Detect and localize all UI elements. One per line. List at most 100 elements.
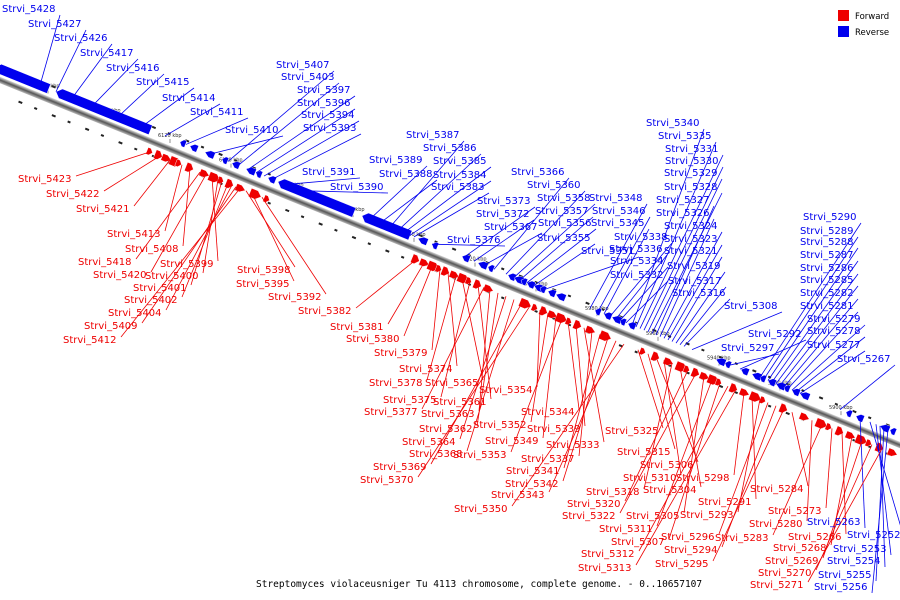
gene-label[interactable]: Strvi_5283 <box>715 533 769 544</box>
gene-label[interactable]: Strvi_5326 <box>656 208 710 219</box>
gene-label[interactable]: Strvi_5330 <box>665 156 719 167</box>
gene-label[interactable]: Strvi_5329 <box>664 168 718 179</box>
gene-label[interactable]: Strvi_5356 <box>538 218 592 229</box>
gene-label[interactable]: Strvi_5293 <box>680 510 734 521</box>
gene-label[interactable]: Strvi_5281 <box>800 301 854 312</box>
gene-forward[interactable] <box>248 187 263 201</box>
gene-label[interactable]: Strvi_5363 <box>421 409 475 420</box>
gene-label[interactable]: Strvi_5304 <box>643 485 697 496</box>
gene-reverse[interactable] <box>799 390 811 401</box>
gene-label[interactable]: Strvi_5253 <box>833 544 887 555</box>
gene-label[interactable]: Strvi_5403 <box>281 72 335 83</box>
gene-reverse[interactable] <box>477 260 489 271</box>
gene-label[interactable]: Strvi_5388 <box>379 169 433 180</box>
gene-label[interactable]: Strvi_5311 <box>599 524 653 535</box>
gene-label[interactable]: Strvi_5415 <box>136 77 190 88</box>
gene-label[interactable]: Strvi_5296 <box>661 532 715 543</box>
gene-forward[interactable] <box>824 422 833 432</box>
gene-label[interactable]: Strvi_5366 <box>511 167 565 178</box>
gene-label[interactable]: Strvi_5295 <box>655 559 709 570</box>
gene-label[interactable]: Strvi_5391 <box>302 167 356 178</box>
gene-label[interactable]: Strvi_5389 <box>369 155 423 166</box>
gene-label[interactable]: Strvi_5357 <box>535 206 589 217</box>
gene-label[interactable]: Strvi_5305 <box>626 511 680 522</box>
gene-label[interactable]: Strvi_5417 <box>80 48 134 59</box>
gene-label[interactable]: Strvi_5358 <box>537 193 591 204</box>
gene-label[interactable]: Strvi_5286 <box>800 263 854 274</box>
gene-reverse[interactable] <box>54 87 153 135</box>
gene-label[interactable]: Strvi_5298 <box>676 473 730 484</box>
gene-label[interactable]: Strvi_5291 <box>698 497 752 508</box>
gene-label[interactable]: Strvi_5316 <box>672 288 726 299</box>
gene-label[interactable]: Strvi_5270 <box>758 568 812 579</box>
gene-label[interactable]: Strvi_5325 <box>605 426 659 437</box>
gene-reverse[interactable] <box>555 291 567 302</box>
gene-label[interactable]: Strvi_5410 <box>225 125 279 136</box>
gene-forward[interactable] <box>160 153 173 163</box>
gene-label[interactable]: Strvi_5369 <box>373 462 427 473</box>
gene-label[interactable]: Strvi_5428 <box>2 4 56 15</box>
gene-reverse[interactable] <box>221 156 230 165</box>
gene-reverse[interactable] <box>627 320 637 331</box>
gene-label[interactable]: Strvi_5334 <box>610 256 664 267</box>
gene-label[interactable]: Strvi_5416 <box>106 63 160 74</box>
gene-label[interactable]: Strvi_5353 <box>453 450 507 461</box>
gene-label[interactable]: Strvi_5368 <box>409 449 463 460</box>
gene-label[interactable]: Strvi_5420 <box>93 270 147 281</box>
gene-label[interactable]: Strvi_5292 <box>748 329 802 340</box>
gene-label[interactable]: Strvi_5409 <box>84 321 138 332</box>
gene-reverse[interactable] <box>417 235 429 246</box>
gene-label[interactable]: Strvi_5348 <box>589 193 643 204</box>
gene-label[interactable]: Strvi_5323 <box>664 234 718 245</box>
gene-label[interactable]: Strvi_5306 <box>640 460 694 471</box>
gene-reverse[interactable] <box>276 177 357 218</box>
gene-label[interactable]: Strvi_5313 <box>578 563 632 574</box>
gene-label[interactable]: Strvi_5355 <box>537 233 591 244</box>
gene-forward[interactable] <box>572 319 583 331</box>
gene-label[interactable]: Strvi_5377 <box>364 407 418 418</box>
gene-label[interactable]: Strvi_5324 <box>664 221 718 232</box>
gene-label[interactable]: Strvi_5387 <box>406 130 460 141</box>
gene-reverse[interactable] <box>845 409 854 418</box>
gene-label[interactable]: Strvi_5287 <box>800 250 854 261</box>
gene-label[interactable]: Strvi_5320 <box>567 499 621 510</box>
gene-label[interactable]: Strvi_5278 <box>807 326 861 337</box>
gene-label[interactable]: Strvi_5280 <box>749 519 803 530</box>
gene-label[interactable]: Strvi_5412 <box>63 335 117 346</box>
gene-label[interactable]: Strvi_5290 <box>803 212 857 223</box>
gene-reverse[interactable] <box>245 166 257 177</box>
gene-label[interactable]: Strvi_5394 <box>301 110 355 121</box>
gene-label[interactable]: Strvi_5256 <box>814 582 868 593</box>
gene-label[interactable]: Strvi_5421 <box>76 204 130 215</box>
gene-label[interactable]: Strvi_5386 <box>423 143 477 154</box>
gene-label[interactable]: Strvi_5349 <box>485 436 539 447</box>
gene-forward[interactable] <box>662 356 675 367</box>
gene-label[interactable]: Strvi_5268 <box>773 543 827 554</box>
gene-label[interactable]: Strvi_5372 <box>476 209 530 220</box>
gene-label[interactable]: Strvi_5284 <box>750 484 804 495</box>
gene-label[interactable]: Strvi_5266 <box>788 532 842 543</box>
gene-label[interactable]: Strvi_5333 <box>546 440 600 451</box>
gene-label[interactable]: Strvi_5375 <box>383 395 437 406</box>
gene-label[interactable]: Strvi_5269 <box>765 556 819 567</box>
gene-label[interactable]: Strvi_5331 <box>665 144 719 155</box>
gene-label[interactable]: Strvi_5289 <box>800 226 854 237</box>
gene-reverse[interactable] <box>603 311 613 321</box>
gene-forward[interactable] <box>410 253 421 265</box>
gene-label[interactable]: Strvi_5336 <box>609 244 663 255</box>
gene-label[interactable]: Strvi_5426 <box>54 33 108 44</box>
gene-label[interactable]: Strvi_5379 <box>374 348 428 359</box>
gene-label[interactable]: Strvi_5360 <box>527 180 581 191</box>
gene-label[interactable]: Strvi_5423 <box>18 174 72 185</box>
gene-reverse[interactable] <box>889 427 898 436</box>
gene-forward[interactable] <box>758 395 767 405</box>
gene-label[interactable]: Strvi_5367 <box>484 222 538 233</box>
gene-label[interactable]: Strvi_5252 <box>847 530 900 541</box>
gene-label[interactable]: Strvi_5271 <box>750 580 804 591</box>
gene-forward[interactable] <box>472 278 483 290</box>
gene-label[interactable]: Strvi_5393 <box>303 123 357 134</box>
gene-forward[interactable] <box>584 325 597 335</box>
gene-reverse[interactable] <box>767 377 777 387</box>
gene-label[interactable]: Strvi_5322 <box>562 511 616 522</box>
gene-reverse[interactable] <box>855 413 865 423</box>
